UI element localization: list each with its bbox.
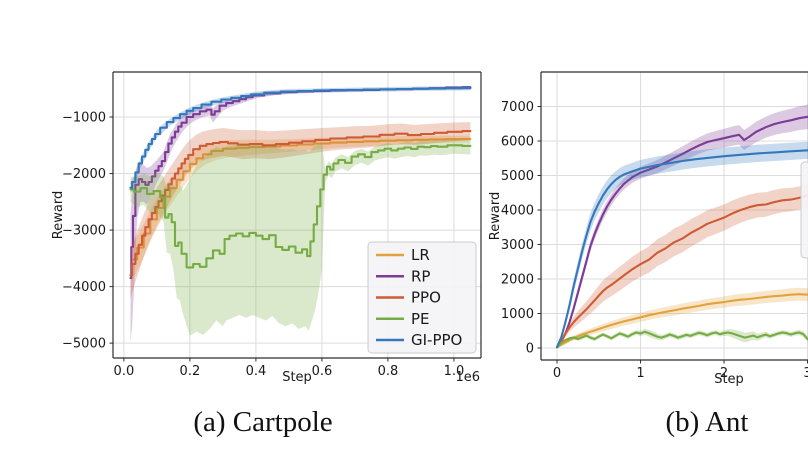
svg-text:−2000: −2000 bbox=[62, 167, 106, 182]
chart-cartpole: 0.0 0.2 0.4 0.6 0.8 1.0 −1000 −2000 −3000 −4000 −5… bbox=[51, 71, 482, 385]
chart-ant: 0 1 2 3 0 1000 2000 3000 4000 5000 6000 7000 Step Rew… bbox=[488, 71, 808, 387]
line-PPO bbox=[129, 130, 472, 277]
svg-text:0.6: 0.6 bbox=[312, 364, 333, 379]
tick-marks-ant bbox=[537, 105, 808, 364]
tick-labels-ant: 0 1 2 3 0 1000 2000 3000 4000 5000 6000 7000 bbox=[501, 100, 808, 381]
spines-cartpole bbox=[112, 71, 482, 359]
line-PE bbox=[555, 330, 808, 349]
x-axis-label: Step bbox=[714, 372, 744, 387]
svg-text:1000: 1000 bbox=[501, 307, 534, 322]
svg-text:0.8: 0.8 bbox=[378, 364, 399, 379]
series-ant bbox=[555, 104, 808, 349]
caption-ant: (b) Ant bbox=[665, 406, 749, 438]
svg-text:−5000: −5000 bbox=[62, 337, 106, 352]
svg-text:0.4: 0.4 bbox=[246, 364, 267, 379]
svg-text:0.0: 0.0 bbox=[114, 364, 135, 379]
tick-labels-cartpole: 0.0 0.2 0.4 0.6 0.8 1.0 −1000 −2000 −3000 −4000 −5… bbox=[62, 111, 464, 379]
line-RP bbox=[555, 115, 808, 349]
svg-text:−1000: −1000 bbox=[62, 111, 106, 126]
band-LR bbox=[557, 287, 808, 348]
svg-text:0: 0 bbox=[553, 366, 561, 381]
legend-label-PE: PE bbox=[411, 310, 430, 328]
line-PPO bbox=[555, 194, 808, 349]
band-PE bbox=[130, 139, 471, 336]
legend-label-PPO: PPO bbox=[411, 289, 441, 307]
line-PE bbox=[129, 144, 472, 269]
svg-text:0: 0 bbox=[526, 341, 534, 356]
legend-label-LR: LR bbox=[411, 246, 430, 264]
grid-ant bbox=[541, 72, 808, 360]
svg-text:1: 1 bbox=[636, 366, 644, 381]
series-cartpole bbox=[129, 85, 472, 342]
axis-labels-cartpole: Step Reward 1e6 bbox=[51, 191, 480, 385]
y-axis-label: Reward bbox=[488, 192, 503, 240]
axis-labels-ant: Step Reward bbox=[488, 192, 744, 387]
legend-ant bbox=[800, 161, 808, 259]
x-axis-label: Step bbox=[282, 370, 312, 385]
svg-text:1.0: 1.0 bbox=[444, 364, 465, 379]
band-PPO bbox=[130, 122, 471, 299]
svg-text:4000: 4000 bbox=[501, 203, 534, 218]
svg-text:−4000: −4000 bbox=[62, 280, 106, 295]
y-axis-label: Reward bbox=[51, 191, 66, 239]
svg-text:0.2: 0.2 bbox=[180, 364, 201, 379]
svg-text:6000: 6000 bbox=[501, 134, 534, 149]
line-LR bbox=[555, 293, 808, 349]
line-GI-PPO bbox=[129, 87, 472, 189]
legend-cartpole: LR RP PPO PE GI-PPO bbox=[367, 241, 477, 354]
x-offset-label: 1e6 bbox=[455, 370, 480, 385]
legend-label-RP: RP bbox=[411, 267, 430, 285]
line-GI-PPO bbox=[555, 149, 808, 349]
svg-text:5000: 5000 bbox=[501, 169, 534, 184]
svg-text:7000: 7000 bbox=[501, 100, 534, 115]
tick-marks-cartpole bbox=[109, 116, 455, 362]
spines-ant bbox=[540, 71, 808, 361]
svg-text:3000: 3000 bbox=[501, 238, 534, 253]
svg-text:3: 3 bbox=[803, 366, 808, 381]
legend-label-GI-PPO: GI-PPO bbox=[411, 331, 462, 349]
svg-text:2: 2 bbox=[720, 366, 728, 381]
svg-text:2000: 2000 bbox=[501, 272, 534, 287]
svg-text:−3000: −3000 bbox=[62, 224, 106, 239]
caption-cartpole: (a) Cartpole bbox=[193, 406, 333, 438]
